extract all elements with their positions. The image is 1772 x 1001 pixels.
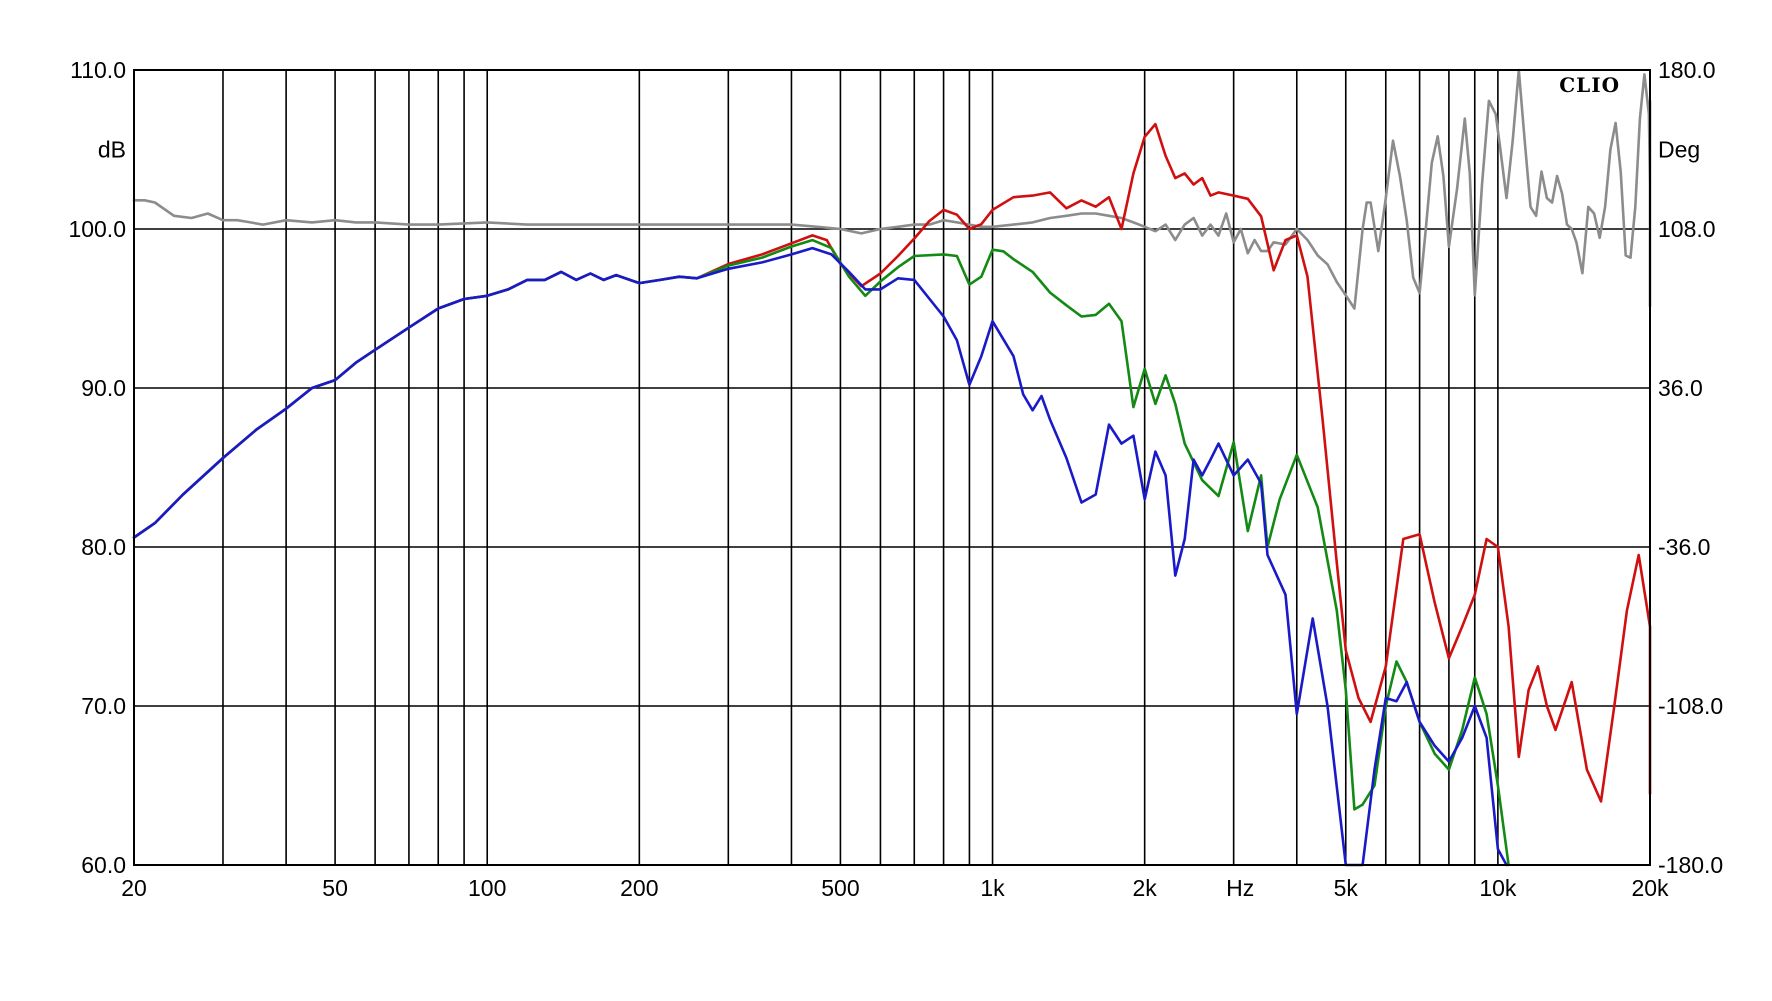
x-tick-label: 2k — [1133, 875, 1158, 901]
y2-tick-label: -36.0 — [1658, 534, 1710, 560]
series-line-1 — [132, 238, 1510, 867]
y2-tick-label: -180.0 — [1658, 852, 1723, 878]
y-tick-label: 100.0 — [68, 216, 126, 242]
x-tick-label: 50 — [322, 875, 348, 901]
y2-axis-unit-label: Deg — [1658, 137, 1700, 163]
y2-tick-label: 180.0 — [1658, 57, 1716, 83]
x-tick-label: 500 — [821, 875, 859, 901]
y2-tick-label: 108.0 — [1658, 216, 1716, 242]
x-tick-label: 20k — [1631, 875, 1669, 901]
x-tick-label: 200 — [620, 875, 658, 901]
y-tick-label: 110.0 — [70, 57, 126, 83]
x-tick-label: 5k — [1334, 875, 1359, 901]
x-tick-label: 20 — [121, 875, 147, 901]
series-line-2 — [132, 246, 1508, 867]
chart-curves — [132, 68, 1652, 867]
y-tick-label: 60.0 — [81, 852, 126, 878]
y-axis-unit-label: dB — [98, 137, 126, 163]
x-tick-label: 1k — [980, 875, 1005, 901]
y-tick-label: 80.0 — [81, 534, 126, 560]
series-line-0 — [132, 122, 1652, 803]
chart-labels: 20 50 100 200 500 1k 2k 5k 10k 20k 60.0 70.0 80.0 90.… — [68, 57, 1723, 901]
x-tick-label: 100 — [468, 875, 506, 901]
plot-frame — [133, 69, 1651, 866]
y2-tick-label: -108.0 — [1658, 693, 1723, 719]
y-tick-label: 70.0 — [81, 693, 126, 719]
x-axis-unit-label: Hz — [1226, 875, 1254, 901]
clio-brand-label: CLIO — [1559, 73, 1620, 97]
chart-grid — [133, 69, 1651, 866]
x-tick-label: 10k — [1479, 875, 1517, 901]
series-line-3 — [132, 68, 1652, 310]
y2-tick-label: 36.0 — [1658, 375, 1703, 401]
y-tick-label: 90.0 — [81, 375, 126, 401]
